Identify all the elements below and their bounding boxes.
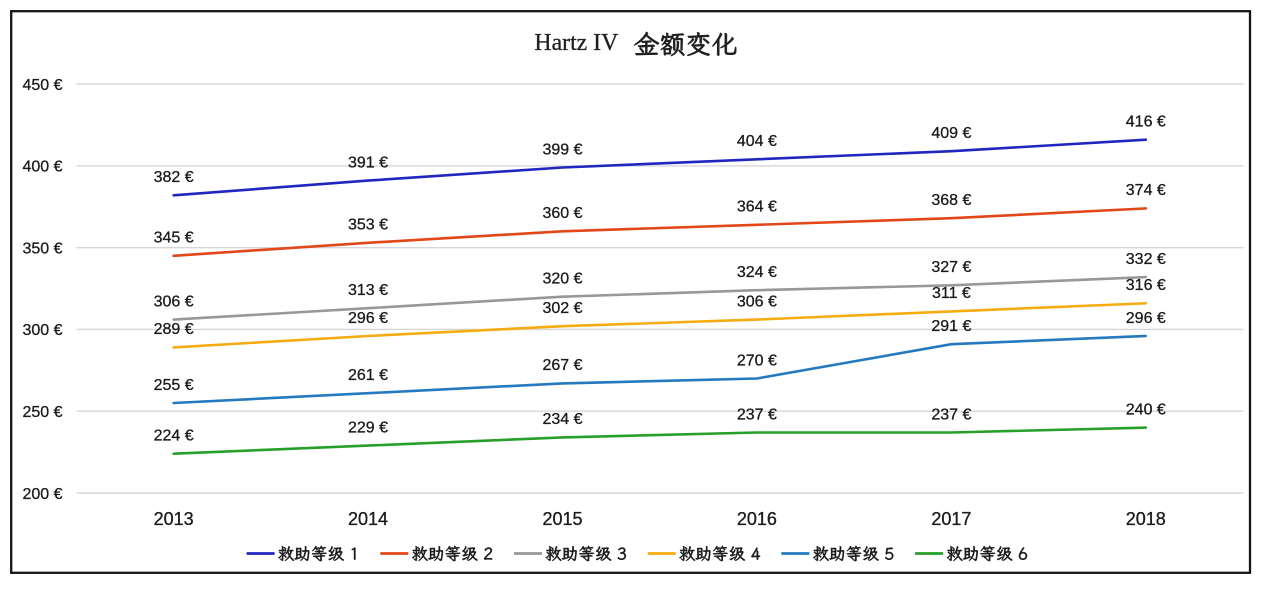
svg-text:267 €: 267 € bbox=[542, 357, 582, 374]
svg-text:320 €: 320 € bbox=[542, 271, 582, 288]
svg-text:400 €: 400 € bbox=[22, 159, 62, 176]
svg-text:2018: 2018 bbox=[1126, 509, 1166, 529]
svg-text:382 €: 382 € bbox=[154, 169, 194, 186]
svg-text:200 €: 200 € bbox=[22, 486, 62, 503]
svg-text:291 €: 291 € bbox=[931, 318, 971, 335]
svg-text:313 €: 313 € bbox=[348, 282, 388, 299]
svg-text:237 €: 237 € bbox=[931, 406, 971, 423]
svg-text:350 €: 350 € bbox=[22, 241, 62, 258]
svg-text:250 €: 250 € bbox=[22, 404, 62, 421]
svg-text:450 €: 450 € bbox=[22, 77, 62, 94]
svg-text:368 €: 368 € bbox=[931, 192, 971, 209]
svg-text:2013: 2013 bbox=[154, 509, 194, 529]
svg-text:364 €: 364 € bbox=[737, 199, 777, 216]
svg-text:296 €: 296 € bbox=[348, 310, 388, 327]
svg-text:404 €: 404 € bbox=[737, 133, 777, 150]
svg-text:360 €: 360 € bbox=[542, 205, 582, 222]
svg-text:374 €: 374 € bbox=[1126, 182, 1166, 199]
svg-text:316 €: 316 € bbox=[1126, 277, 1166, 294]
svg-text:224 €: 224 € bbox=[154, 428, 194, 445]
svg-text:306 €: 306 € bbox=[737, 293, 777, 310]
svg-text:234 €: 234 € bbox=[542, 411, 582, 428]
svg-text:2014: 2014 bbox=[348, 509, 388, 529]
svg-text:240 €: 240 € bbox=[1126, 401, 1166, 418]
svg-text:327 €: 327 € bbox=[931, 259, 971, 276]
svg-text:Hartz IV: Hartz IV bbox=[534, 30, 618, 56]
svg-text:261 €: 261 € bbox=[348, 367, 388, 384]
svg-text:300 €: 300 € bbox=[22, 322, 62, 339]
svg-text:302 €: 302 € bbox=[542, 300, 582, 317]
svg-text:324 €: 324 € bbox=[737, 264, 777, 281]
svg-text:306 €: 306 € bbox=[154, 293, 194, 310]
svg-text:409 €: 409 € bbox=[931, 125, 971, 142]
svg-text:2017: 2017 bbox=[931, 509, 971, 529]
svg-text:270 €: 270 € bbox=[737, 352, 777, 369]
svg-text:399 €: 399 € bbox=[542, 141, 582, 158]
svg-text:345 €: 345 € bbox=[154, 230, 194, 247]
svg-text:332 €: 332 € bbox=[1126, 251, 1166, 268]
svg-text:2015: 2015 bbox=[542, 509, 582, 529]
svg-text:289 €: 289 € bbox=[154, 321, 194, 338]
svg-text:229 €: 229 € bbox=[348, 419, 388, 436]
svg-text:296 €: 296 € bbox=[1126, 310, 1166, 327]
svg-text:416 €: 416 € bbox=[1126, 114, 1166, 131]
svg-text:353 €: 353 € bbox=[348, 217, 388, 234]
svg-text:255 €: 255 € bbox=[154, 377, 194, 394]
svg-text:311 €: 311 € bbox=[932, 285, 971, 302]
svg-text:391 €: 391 € bbox=[348, 154, 388, 171]
svg-text:2016: 2016 bbox=[737, 509, 777, 529]
svg-text:237 €: 237 € bbox=[737, 406, 777, 423]
